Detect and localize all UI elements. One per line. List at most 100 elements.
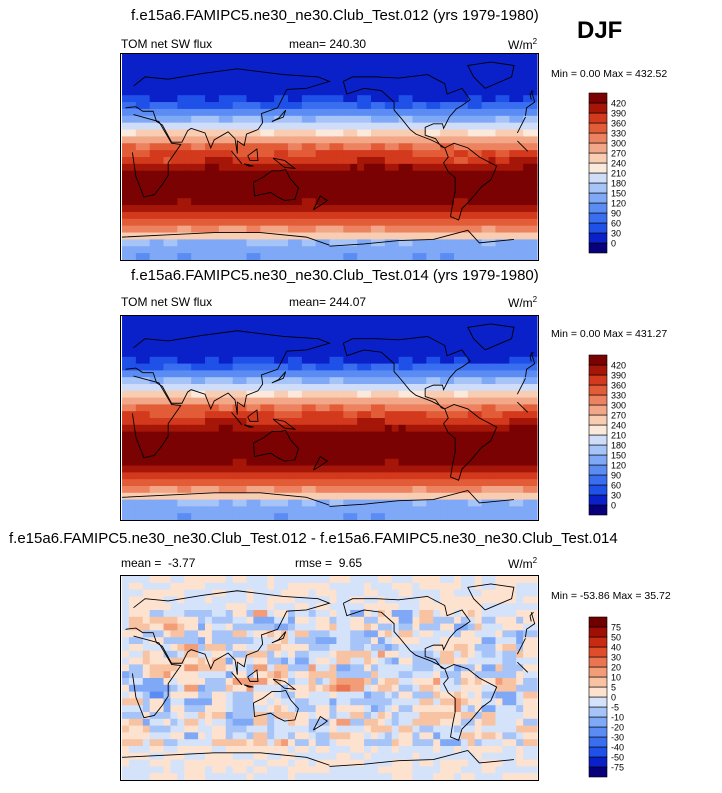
panel2-map-cell: [343, 499, 351, 507]
panel1-map-cell: [384, 177, 393, 186]
panel2-map-cell: [232, 322, 241, 331]
panel3-map-cell: [218, 609, 227, 618]
panel2-map-cell: [184, 513, 192, 520]
panel1-colorbar-box: [588, 202, 608, 214]
panel1-map-cell: [447, 225, 455, 234]
panel3-map-cell: [239, 678, 248, 686]
panel1-map-cell: [419, 60, 427, 69]
panel2-map-cell: [322, 479, 331, 487]
panel2-map-cell: [412, 384, 420, 392]
panel2-map-cell: [530, 424, 538, 433]
panel2-map-cell: [322, 424, 331, 433]
panel3-map-cell: [288, 589, 296, 597]
panel1-colorbar-box: [588, 152, 608, 164]
panel3-map-cell: [294, 609, 303, 618]
panel2-map-cell: [447, 499, 455, 507]
panel1-map-cell: [447, 218, 455, 227]
panel2-map-cell: [447, 349, 455, 358]
panel1-map-cell: [509, 205, 517, 213]
panel2-map-cell: [509, 322, 517, 331]
panel1-map-cell: [405, 60, 414, 69]
panel2-map-coastline: [329, 489, 514, 507]
panel2-map-cell: [350, 384, 358, 392]
panel2-map-cell: [211, 397, 220, 405]
panel3-map-cell: [530, 650, 538, 659]
panel3-map-cell: [398, 576, 407, 584]
panel1-map-cell: [509, 60, 517, 69]
panel2-map-cell: [398, 465, 407, 474]
panel1-colorbar-box: [588, 102, 608, 114]
panel1-map-cell: [288, 129, 296, 137]
panel2-map-cell: [315, 411, 324, 419]
panel1-map-cell: [467, 136, 476, 144]
panel2-map-cell: [426, 322, 434, 331]
panel2-map-cell: [225, 363, 234, 372]
panel2-map-cell: [274, 336, 282, 344]
panel3-map-cell: [523, 691, 531, 699]
panel1-map-cell: [364, 225, 372, 234]
panel1-map-cell: [205, 225, 213, 234]
panel1-map-cell: [474, 60, 483, 69]
panel2-map-cell: [170, 349, 178, 358]
panel3-map-cell: [225, 705, 234, 713]
panel3-map-cell: [122, 596, 130, 604]
panel3-map-cell: [301, 644, 310, 652]
panel1-map-cell: [343, 115, 351, 124]
panel1-map-cell: [198, 81, 206, 89]
panel1-map-cell: [530, 136, 538, 144]
panel3-map-cell: [177, 657, 185, 665]
panel1-map-cell: [260, 74, 268, 83]
panel3-map-cell: [343, 609, 351, 618]
panel3-map-cell: [336, 637, 344, 645]
panel2-map-cell: [253, 458, 261, 467]
panel2-map-cell: [364, 458, 372, 467]
panel3-map-cell: [481, 711, 490, 720]
panel3-map-cell: [433, 589, 441, 597]
panel2-map-cell: [322, 329, 331, 337]
panel1-map-cell: [170, 136, 178, 144]
panel3-map-cell: [149, 678, 158, 686]
panel1-map-cell: [516, 95, 524, 103]
panel1-map-cell: [377, 218, 386, 227]
panel2-colorbar-tick-label: 30: [611, 491, 621, 501]
panel2-map-cell: [163, 424, 172, 433]
panel2-map-cell: [135, 418, 144, 426]
panel3-map-cell: [135, 705, 144, 713]
panel2-map-cell: [122, 499, 130, 507]
panel3-map-cell: [419, 650, 427, 659]
panel3-map-cell: [377, 650, 386, 659]
panel2-map-cell: [343, 506, 351, 514]
panel2-map-cell: [481, 377, 490, 385]
panel2-map-cell: [322, 506, 331, 514]
panel2-map-cell: [509, 465, 517, 474]
panel2-map-cell: [322, 316, 331, 324]
panel1-map-cell: [370, 232, 379, 240]
panel3-map-cell: [191, 630, 199, 638]
panel2-map-cell: [274, 506, 282, 514]
panel2-map-cell: [239, 486, 248, 494]
panel1-map-cell: [364, 67, 372, 76]
panel1-map-cell: [260, 143, 268, 151]
panel1-colorbar-box: [588, 112, 608, 124]
panel1-map-cell: [274, 211, 282, 220]
panel2-map-cell: [225, 499, 234, 507]
panel3-map-cell: [308, 664, 317, 672]
panel1-map-cell: [364, 218, 372, 227]
panel2-map-cell: [205, 363, 213, 372]
panel1-map-cell: [246, 129, 255, 137]
panel2-map-cell: [467, 316, 476, 324]
panel1-map-cell: [440, 177, 448, 186]
panel1-map-cell: [433, 246, 441, 254]
panel1-map-cell: [502, 88, 510, 96]
panel2-map-cell: [481, 411, 490, 419]
panel2-map-cell: [377, 472, 386, 480]
panel3-map-cell: [246, 637, 255, 645]
panel3-map-cell: [156, 576, 165, 584]
panel2-map-cell: [433, 356, 441, 365]
panel3-map-cell: [405, 698, 414, 706]
panel1-map-cell: [218, 191, 227, 199]
panel1-map-cell: [502, 81, 510, 89]
panel2-map-cell: [460, 472, 469, 480]
panel1-map-cell: [225, 239, 234, 247]
panel1-map-cell: [253, 102, 261, 110]
